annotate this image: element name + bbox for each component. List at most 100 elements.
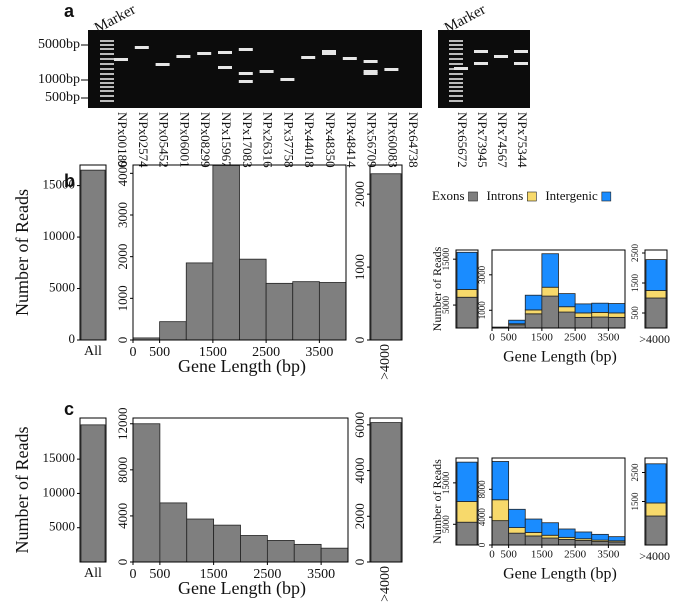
bar-segment [524,535,543,546]
category-label: All [84,344,102,359]
bar [292,281,320,341]
bar [159,502,188,563]
lane-label: NPx74567 [495,112,510,168]
gel-band [100,73,114,75]
bar-segment [574,316,593,329]
y-tick-label: 5000 [49,519,75,534]
bar-segment [558,306,576,313]
lane-label: NPx64738 [406,112,421,168]
gel-band [100,86,114,88]
y-tick-label: 15000 [43,177,76,192]
gel-band [342,57,357,60]
bar-segment [574,531,593,540]
lane-label: NPx60083 [385,112,400,168]
gel-band [494,55,508,58]
category-label: >4000 [378,344,393,380]
y-tick-label: 10000 [43,484,76,499]
category-label: >4000 [639,549,670,563]
bar-segment [591,316,609,329]
y-tick-label: 12000 [115,408,130,441]
legend-label: Introns [487,188,524,203]
gel-band [322,52,336,55]
bar-segment [456,501,478,523]
bar [132,423,161,563]
gel-band [100,48,114,50]
bar [293,543,322,563]
category-label: >4000 [639,332,670,346]
bar [266,540,295,563]
bar-segment [524,518,543,533]
bar-segment [591,533,609,541]
bar-segment [508,319,526,325]
bar-segment [541,295,559,329]
bar [80,169,106,341]
legend-label: Intergenic [545,188,598,203]
gel-band [449,95,463,97]
x-axis-label: Gene Length (bp) [503,349,617,366]
x-tick-label: 3500 [307,567,335,582]
gel-band [238,80,253,83]
y-tick-label: 3000 [115,202,130,228]
bar-segment [558,528,576,538]
y-tick-label: 0 [352,559,367,566]
bar-segment [645,502,667,517]
lane-label: NPx65672 [455,112,470,168]
gel-band [449,58,463,60]
y-tick-label: 5000 [49,280,75,295]
bar [212,165,240,341]
y-tick-label: 5000 [441,296,451,315]
x-tick-label: 0 [130,567,137,582]
gel-band [218,51,232,54]
panel-frame [79,164,107,341]
lane-label: NPx48414 [344,112,359,168]
gel-band [238,72,253,75]
bar [318,282,347,341]
panel-frame [455,249,479,329]
x-tick-label: 2500 [253,567,281,582]
lane-label: NPx17083 [240,112,255,168]
gel-band [474,50,488,53]
bar-segment [574,312,593,318]
bar-segment [456,296,478,329]
bar-segment [558,293,576,308]
gel-band [449,44,463,46]
y-tick-label: 1000 [477,301,487,320]
gel-band [100,100,114,102]
lane-label: NPx08299 [198,112,213,168]
bar [239,258,267,341]
bar-segment [541,534,559,539]
lane-label: NPx73945 [475,112,490,168]
bar-segment [508,508,526,528]
bar-segment [491,499,510,522]
x-tick-label: 500 [149,567,170,582]
x-tick-label: 3500 [597,549,620,561]
gel-band [280,78,295,81]
y-tick-label: 8000 [477,480,487,499]
x-tick-label: 500 [149,345,170,360]
lane-label: NPx15967 [219,112,234,168]
lane-label: NPx44018 [302,112,317,168]
bar-segment [524,294,543,311]
gel-band [384,68,399,71]
y-axis-label: Number of Reads [12,427,32,554]
bar-segment [645,290,667,299]
gel-band [301,56,316,59]
y-axis-label: Number of Reads [430,459,444,544]
x-tick-label: 2500 [564,332,587,344]
gel-band [449,86,463,88]
y-tick-label: 4000 [115,503,130,529]
bar-segment [491,520,510,546]
gel-band [514,50,528,53]
x-tick-label: 1500 [200,567,228,582]
bar [370,422,402,563]
bar-segment [508,532,526,546]
gel-band [114,58,128,61]
x-tick-label: 0 [130,345,137,360]
bar [240,535,268,563]
y-tick-label: 4000 [352,458,367,484]
gel-band [454,67,468,70]
lane-label: NPx26316 [261,112,276,168]
panel-frame [644,457,668,546]
y-tick-label: 2000 [115,244,130,270]
bar [320,547,349,563]
